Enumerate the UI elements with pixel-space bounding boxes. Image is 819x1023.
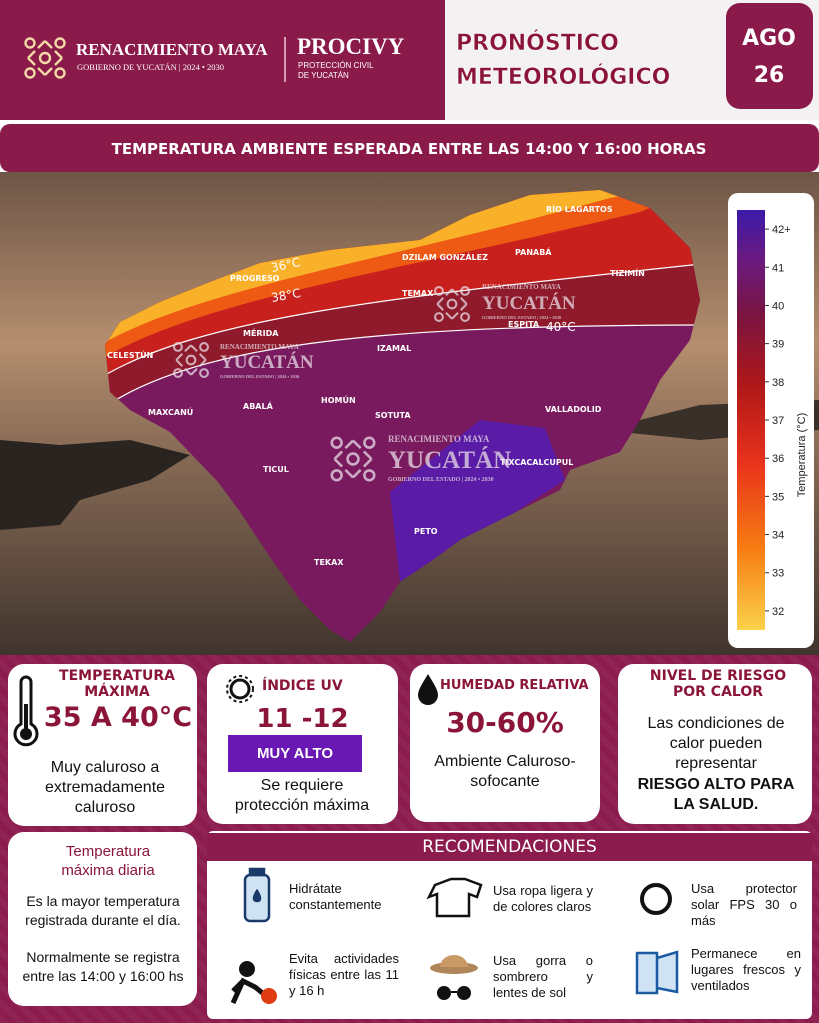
place: TEKAX: [314, 558, 344, 567]
place: VALLADOLID: [545, 405, 602, 414]
recommendation-icons: [230, 867, 679, 1005]
colorbar-tick-label: 36: [772, 453, 784, 465]
recommendation: Usa ropa ligera y de colores claros: [493, 883, 593, 914]
place: MÉRIDA: [243, 327, 279, 338]
place: TICUL: [263, 465, 289, 474]
org-subtitle: GOBIERNO DE YUCATÁN | 2024 • 2030: [77, 62, 224, 72]
card-description: Muy caluroso a extremadamente caluroso: [44, 759, 166, 816]
recommendation: Permanece en lugares frescos y ventilado…: [691, 946, 801, 993]
card-value: 35 A 40°C: [43, 702, 193, 733]
recommendation: Evita actividades físicas entre las 11 y…: [289, 951, 399, 998]
definition-text: Es la mayor temperatura registrada duran…: [25, 893, 181, 928]
watermark: YUCATÁN: [482, 292, 576, 314]
place: HOMÚN: [321, 394, 356, 405]
recommendations-title: RECOMENDACIONES: [207, 833, 812, 861]
card-value: 30-60%: [446, 706, 564, 739]
colorbar-tick-label: 37: [772, 415, 784, 427]
colorbar-tick-label: 39: [772, 339, 784, 351]
recommendation: Usa protector solar FPS 30 o más: [691, 881, 797, 928]
card-description: Se requiere protección máxima: [234, 777, 370, 814]
header-and-map: RENACIMIENTO MAYA GOBIERNO DE YUCATÁN | …: [0, 0, 819, 660]
place: ABALÁ: [243, 400, 274, 411]
watermark: GOBIERNO DEL ESTADO | 2024 • 2030: [388, 477, 494, 483]
definition-card: Temperatura máxima diaria Es la mayor te…: [8, 832, 197, 1006]
place: TIZIMÍN: [610, 267, 645, 278]
place: TEMAX: [402, 289, 434, 298]
colorbar-tick-label: 35: [772, 491, 784, 503]
colorbar-label: Temperatura (°C): [796, 413, 808, 497]
uv-card: ÍNDICE UV 11 -12 MUY ALTO Se requiere pr…: [207, 664, 398, 824]
org-name: RENACIMIENTO MAYA: [76, 40, 268, 59]
temperature-card: TEMPERATURA MÁXIMA 35 A 40°C Muy caluros…: [8, 664, 197, 826]
thermometer-icon: [13, 675, 39, 747]
card-title: NIVEL DE RIESGO POR CALOR: [649, 668, 787, 700]
watermark: RENACIMIENTO MAYA: [482, 283, 561, 291]
place: IZAMAL: [377, 344, 411, 353]
place: ESPITA: [508, 320, 540, 329]
card-title: HUMEDAD RELATIVA: [440, 678, 589, 693]
place: PETO: [414, 527, 438, 536]
colorbar-tick-label: 42+: [772, 224, 791, 236]
recommendation: Usa gorra o sombrero y lentes de sol: [493, 953, 593, 1000]
watermark: YUCATÁN: [220, 351, 314, 373]
watermark: YUCATÁN: [388, 446, 511, 474]
card-description: Las condiciones de calor pueden represen…: [647, 715, 785, 772]
risk-card: NIVEL DE RIESGO POR CALOR Las condicione…: [618, 664, 812, 824]
place: CELESTÚN: [107, 349, 153, 360]
land: [0, 440, 190, 530]
card-emphasis: RIESGO ALTO PARA LA SALUD.: [637, 776, 795, 813]
colorbar-tick-label: 32: [772, 606, 784, 618]
recommendation: Hidrátate constantemente: [289, 881, 382, 912]
colorbar-tick-label: 38: [772, 377, 784, 389]
date-day: 26: [754, 63, 785, 88]
definition-title: Temperatura máxima diaria: [61, 843, 155, 879]
banner: TEMPERATURA AMBIENTE ESPERADA ENTRE LAS …: [112, 140, 707, 158]
uv-level: MUY ALTO: [228, 735, 362, 772]
contour-label: 40°C: [546, 320, 576, 334]
place: RÍO LAGARTOS: [546, 203, 613, 214]
colorbar: Temperatura (°C) 32 33 34 35 36 37 38 39 40 41 42+: [728, 193, 814, 648]
zone-41: [390, 420, 565, 582]
header-bg: [0, 0, 445, 120]
drop-icon: [418, 674, 438, 705]
place: PANABÁ: [515, 246, 552, 257]
place: TIXCACALCUPUL: [500, 458, 573, 467]
place: DZILAM GONZÁLEZ: [402, 251, 488, 262]
card-title: ÍNDICE UV: [262, 678, 343, 694]
contour-label: 38°C: [270, 286, 302, 305]
sun-icon: [226, 675, 254, 703]
banner-bg: [0, 124, 819, 172]
place: PROGRESO: [230, 274, 280, 283]
watermark: RENACIMIENTO MAYA: [220, 343, 299, 351]
date-box: [726, 3, 813, 109]
recommendations-panel: RECOMENDACIONES Hidrátate constantemente…: [207, 831, 812, 1019]
colorbar-tick-label: 41: [772, 262, 784, 274]
card-title: TEMPERATURA MÁXIMA: [59, 668, 175, 700]
colorbar-tick-label: 40: [772, 300, 784, 312]
card-value: 11 -12: [256, 704, 349, 734]
place: SOTUTA: [375, 411, 411, 420]
humidity-card: HUMEDAD RELATIVA 30-60% Ambiente Caluros…: [410, 664, 600, 822]
colorbar-tick-label: 33: [772, 568, 784, 580]
watermark: RENACIMIENTO MAYA: [388, 434, 490, 444]
contour-label: 36°C: [270, 255, 302, 275]
agency-subtitle: DE YUCATÁN: [298, 71, 349, 80]
page-title: PRONÓSTICO: [456, 30, 619, 56]
watermark: GOBIERNO DEL ESTADO | 2024 • 2030: [220, 374, 300, 379]
agency-subtitle: PROTECCIÓN CIVIL: [298, 61, 374, 70]
definition-text: Normalmente se registra entre las 14:00 …: [22, 949, 184, 984]
date-month: AGO: [742, 26, 796, 51]
colorbar-scale: [737, 210, 765, 630]
contour: [105, 261, 700, 411]
watermark: GOBIERNO DEL ESTADO | 2024 • 2030: [482, 315, 562, 320]
card-description: Ambiente Caluroso-sofocante: [434, 753, 576, 790]
agency: PROCIVY: [297, 34, 405, 59]
place: MAXCANÚ: [148, 406, 193, 417]
page-title: METEOROLÓGICO: [456, 64, 670, 90]
colorbar-tick-label: 34: [772, 530, 784, 542]
watermarks: RENACIMIENTO MAYA YUCATÁN GOBIERNO DEL E…: [172, 283, 576, 483]
